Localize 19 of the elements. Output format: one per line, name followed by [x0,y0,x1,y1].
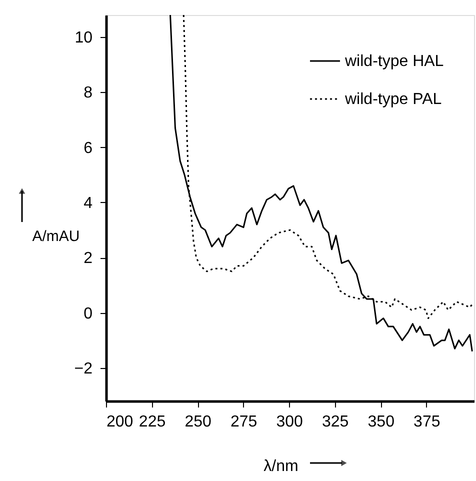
x-tick-label: 225 [138,414,166,430]
y-tick-label: 8 [84,84,93,102]
y-tick-label: 6 [84,140,93,157]
legend-label: wild-type HAL [344,53,444,70]
x-tick-label: 300 [276,414,304,430]
x-tick-label: 375 [414,414,440,430]
y-tick-label: 0 [84,305,93,322]
legend-label: wild-type PAL [344,91,442,108]
x-tick-label: 200 [106,414,134,430]
x-tick-label: 275 [230,414,258,430]
x-tick-label: 325 [322,414,349,430]
y-tick-label: 2 [84,250,93,268]
y-axis-title: A/mAU [32,228,80,245]
y-tick-label: −2 [74,360,93,378]
x-tick-label: 350 [368,414,395,430]
y-tick-label: 4 [84,194,93,212]
y-tick-label: 10 [74,30,93,47]
x-tick-label: 250 [184,414,212,430]
x-axis-title: λ/nm [264,458,298,475]
